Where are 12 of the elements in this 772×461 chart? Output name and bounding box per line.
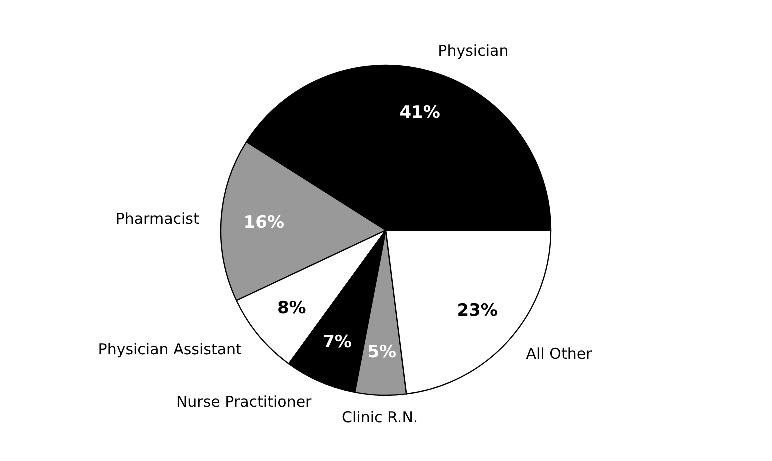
slice-label: All Other — [526, 345, 594, 364]
slice-label: Clinic R.N. — [342, 408, 418, 426]
slice-label: Physician — [438, 42, 509, 60]
data-label: 8% — [277, 298, 306, 318]
data-label: 7% — [323, 332, 352, 353]
slice-label: Physician Assistant — [98, 340, 242, 359]
data-label: 5% — [368, 342, 397, 363]
slice-label: Pharmacist — [116, 210, 200, 228]
data-label: 41% — [400, 103, 440, 124]
slice-label: Nurse Practitioner — [176, 393, 313, 412]
data-label: 23% — [457, 301, 498, 322]
data-label: 16% — [244, 212, 284, 233]
